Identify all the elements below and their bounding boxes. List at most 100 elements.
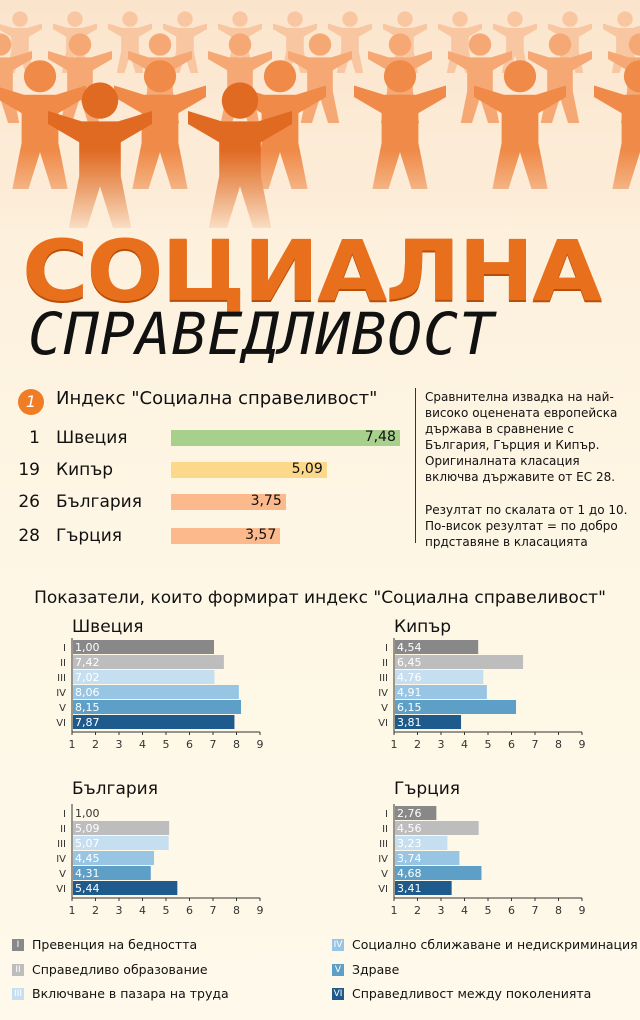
paper-people-illustration bbox=[0, 11, 640, 240]
x-tick-label: 2 bbox=[92, 904, 99, 917]
x-tick-label: 2 bbox=[414, 738, 421, 751]
indicator-chart-title: Гърция bbox=[394, 779, 460, 799]
indicator-value: 8,06 bbox=[75, 686, 100, 699]
x-tick-label: 4 bbox=[461, 738, 468, 751]
category-label: VI bbox=[56, 718, 66, 729]
category-label: V bbox=[59, 869, 66, 880]
indicator-value: 4,68 bbox=[397, 867, 422, 880]
indicator-bar bbox=[395, 640, 479, 654]
x-tick-label: 5 bbox=[485, 738, 492, 751]
indicator-bar bbox=[395, 715, 462, 729]
x-tick-label: 5 bbox=[163, 738, 170, 751]
description-text: Сравнителна извадка на най- високо оцене… bbox=[425, 390, 618, 484]
ranking-rank: 26 bbox=[18, 492, 40, 512]
x-tick-label: 6 bbox=[508, 904, 515, 917]
legend-swatch: V bbox=[332, 964, 344, 976]
indicator-value: 4,54 bbox=[397, 641, 422, 654]
ranking-bar bbox=[171, 494, 286, 510]
indicator-value: 6,45 bbox=[397, 656, 422, 669]
paper-person bbox=[48, 33, 112, 123]
category-label: V bbox=[381, 703, 388, 714]
ranking-rank: 1 bbox=[29, 428, 40, 448]
x-tick-label: 7 bbox=[210, 904, 217, 917]
ranking-value: 5,09 bbox=[291, 461, 323, 477]
indicator-value: 4,76 bbox=[397, 671, 422, 684]
indicator-bar bbox=[73, 685, 239, 699]
indicator-value: 6,15 bbox=[397, 701, 422, 714]
x-tick-label: 4 bbox=[461, 904, 468, 917]
indicator-bar bbox=[73, 881, 178, 895]
ranking-country: Кипър bbox=[56, 460, 114, 480]
category-label: IV bbox=[378, 854, 388, 865]
indicator-bar bbox=[395, 821, 479, 835]
x-tick-label: 8 bbox=[233, 738, 240, 751]
category-label: I bbox=[385, 643, 388, 654]
ranking-country: България bbox=[56, 492, 142, 512]
x-tick-label: 6 bbox=[186, 738, 193, 751]
indicators-title: Показатели, които формират индекс "Социа… bbox=[34, 588, 606, 608]
category-label: IV bbox=[56, 854, 66, 865]
ranking-value: 3,75 bbox=[250, 493, 282, 509]
paper-person bbox=[493, 11, 537, 73]
x-tick-label: 4 bbox=[139, 904, 146, 917]
indicator-value: 4,45 bbox=[75, 852, 100, 865]
x-tick-label: 8 bbox=[555, 904, 562, 917]
category-label: V bbox=[59, 703, 66, 714]
indicator-bar bbox=[395, 851, 460, 865]
paper-person bbox=[234, 60, 326, 189]
paper-person bbox=[288, 33, 352, 123]
category-label: VI bbox=[56, 884, 66, 895]
indicator-value: 1,00 bbox=[75, 807, 100, 820]
indicator-bar bbox=[395, 670, 484, 684]
category-label: I bbox=[63, 809, 66, 820]
section-number-badge: 1 bbox=[18, 389, 44, 415]
indicator-bar bbox=[395, 836, 448, 850]
category-label: II bbox=[60, 824, 66, 835]
legend-swatch: I bbox=[12, 939, 24, 951]
category-label: III bbox=[379, 673, 388, 684]
indicator-value: 4,56 bbox=[397, 822, 422, 835]
indicator-bar bbox=[395, 806, 437, 820]
paper-person bbox=[448, 33, 512, 123]
category-label: VI bbox=[378, 884, 388, 895]
category-label: II bbox=[382, 824, 388, 835]
x-tick-label: 6 bbox=[508, 738, 515, 751]
ranking-rank: 28 bbox=[18, 526, 40, 546]
index-title: Индекс "Социална справеливост" bbox=[56, 388, 378, 409]
ranking-bar bbox=[171, 528, 281, 544]
ranking-bar bbox=[171, 462, 327, 478]
indicator-chart-title: Швеция bbox=[72, 617, 144, 637]
legend-swatch: III bbox=[12, 988, 24, 1000]
category-label: II bbox=[382, 658, 388, 669]
indicator-bar bbox=[73, 670, 215, 684]
category-label: I bbox=[385, 809, 388, 820]
indicator-value: 3,74 bbox=[397, 852, 422, 865]
x-tick-label: 5 bbox=[163, 904, 170, 917]
ranking-value: 7,48 bbox=[364, 429, 396, 445]
legend-label: Превенция на бедността bbox=[32, 937, 198, 952]
indicator-value: 3,41 bbox=[397, 882, 422, 895]
indicator-value: 3,23 bbox=[397, 837, 422, 850]
indicator-bar bbox=[73, 640, 214, 654]
ranking-country: Гърция bbox=[56, 526, 123, 546]
indicator-value: 5,07 bbox=[75, 837, 100, 850]
legend-swatch: VI bbox=[332, 988, 344, 1000]
paper-person bbox=[108, 11, 152, 73]
x-tick-label: 9 bbox=[579, 738, 586, 751]
indicator-bar bbox=[73, 700, 242, 714]
paper-person bbox=[474, 60, 566, 189]
x-tick-label: 1 bbox=[69, 904, 76, 917]
indicator-chart-title: България bbox=[72, 779, 158, 799]
x-tick-label: 6 bbox=[186, 904, 193, 917]
indicator-bar bbox=[73, 866, 151, 880]
indicator-value: 2,76 bbox=[397, 807, 422, 820]
ranking-rank: 19 bbox=[18, 460, 40, 480]
x-tick-label: 3 bbox=[116, 904, 123, 917]
indicator-bar bbox=[73, 851, 155, 865]
paper-person bbox=[273, 11, 317, 73]
ranking-value: 3,57 bbox=[245, 527, 277, 543]
indicator-value: 1,00 bbox=[75, 641, 100, 654]
x-tick-label: 3 bbox=[438, 738, 445, 751]
legend-label: Справедливо образование bbox=[32, 962, 208, 977]
page-subtitle: СПРАВЕДЛИВОСТ bbox=[28, 300, 495, 368]
